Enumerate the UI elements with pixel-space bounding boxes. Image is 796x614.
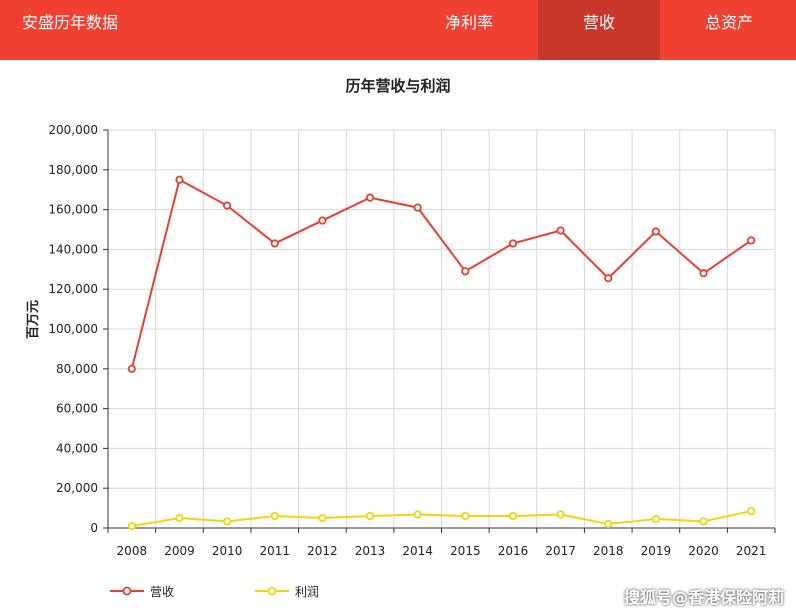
- series-line-1: [131, 510, 752, 527]
- data-point: [318, 216, 327, 225]
- data-point: [651, 227, 660, 236]
- data-point: [270, 511, 279, 521]
- data-point: [508, 511, 518, 521]
- data-point: [175, 513, 184, 523]
- watermark-text: 搜狐号@香港保险阿莉: [623, 588, 784, 607]
- data-point: [699, 517, 708, 526]
- data-point: [556, 226, 565, 235]
- tab-total-assets[interactable]: 总资产: [704, 13, 753, 32]
- data-point: [127, 364, 136, 373]
- y-tick-label: 160,000: [48, 203, 98, 217]
- data-point: [604, 274, 613, 283]
- x-tick-label: 2014: [402, 544, 433, 558]
- series-line-0: [130, 178, 752, 370]
- x-tick-label: 2011: [259, 544, 290, 558]
- data-point: [223, 517, 232, 526]
- chart-title: 历年营收与利润: [345, 77, 451, 95]
- data-point: [413, 203, 422, 212]
- x-tick-label: 2018: [593, 544, 624, 558]
- x-tick-label: 2012: [307, 544, 338, 558]
- y-tick-label: 40,000: [56, 441, 98, 455]
- brand-title: 安盛历年数据: [22, 13, 119, 32]
- legend-marker: [122, 586, 132, 596]
- data-point: [556, 510, 565, 519]
- x-tick-label: 2010: [212, 544, 243, 558]
- data-point: [699, 269, 708, 278]
- y-tick-label: 80,000: [56, 362, 98, 376]
- x-tick-label: 2019: [641, 544, 672, 558]
- x-tick-label: 2020: [688, 544, 719, 558]
- y-tick-label: 100,000: [48, 322, 98, 336]
- y-tick-label: 200,000: [48, 123, 98, 137]
- data-point: [747, 236, 756, 245]
- data-point: [747, 506, 756, 516]
- x-tick-label: 2009: [164, 544, 195, 558]
- data-point: [318, 513, 327, 523]
- data-point: [651, 514, 660, 524]
- x-tick-label: 2015: [450, 544, 481, 558]
- x-tick-label: 2008: [117, 544, 148, 558]
- x-tick-label: 2021: [736, 544, 767, 558]
- y-tick-label: 20,000: [56, 481, 98, 495]
- legend-label: 利润: [295, 585, 319, 599]
- y-tick-label: 0: [90, 521, 98, 535]
- x-tick-label: 2017: [545, 544, 576, 558]
- y-tick-label: 180,000: [48, 163, 98, 177]
- y-tick-label: 140,000: [48, 242, 98, 256]
- data-point: [127, 521, 136, 531]
- legend-marker: [267, 586, 277, 596]
- data-point: [413, 510, 422, 519]
- data-point: [365, 511, 375, 521]
- data-point: [604, 519, 613, 529]
- legend-label: 营收: [150, 585, 174, 599]
- y-tick-label: 60,000: [56, 402, 98, 416]
- data-point: [365, 193, 375, 202]
- data-point: [508, 239, 518, 248]
- data-point: [270, 239, 279, 248]
- x-tick-label: 2013: [355, 544, 386, 558]
- tab-net-margin[interactable]: 净利率: [444, 13, 493, 32]
- data-point: [175, 175, 184, 184]
- top-navigation-bar: 安盛历年数据 净利率 营收 总资产: [0, 0, 796, 60]
- tab-revenue[interactable]: 营收: [538, 0, 660, 60]
- data-point: [461, 267, 470, 276]
- data-point: [461, 511, 470, 521]
- y-tick-label: 120,000: [48, 282, 98, 296]
- x-tick-label: 2016: [498, 544, 529, 558]
- data-point: [223, 201, 232, 210]
